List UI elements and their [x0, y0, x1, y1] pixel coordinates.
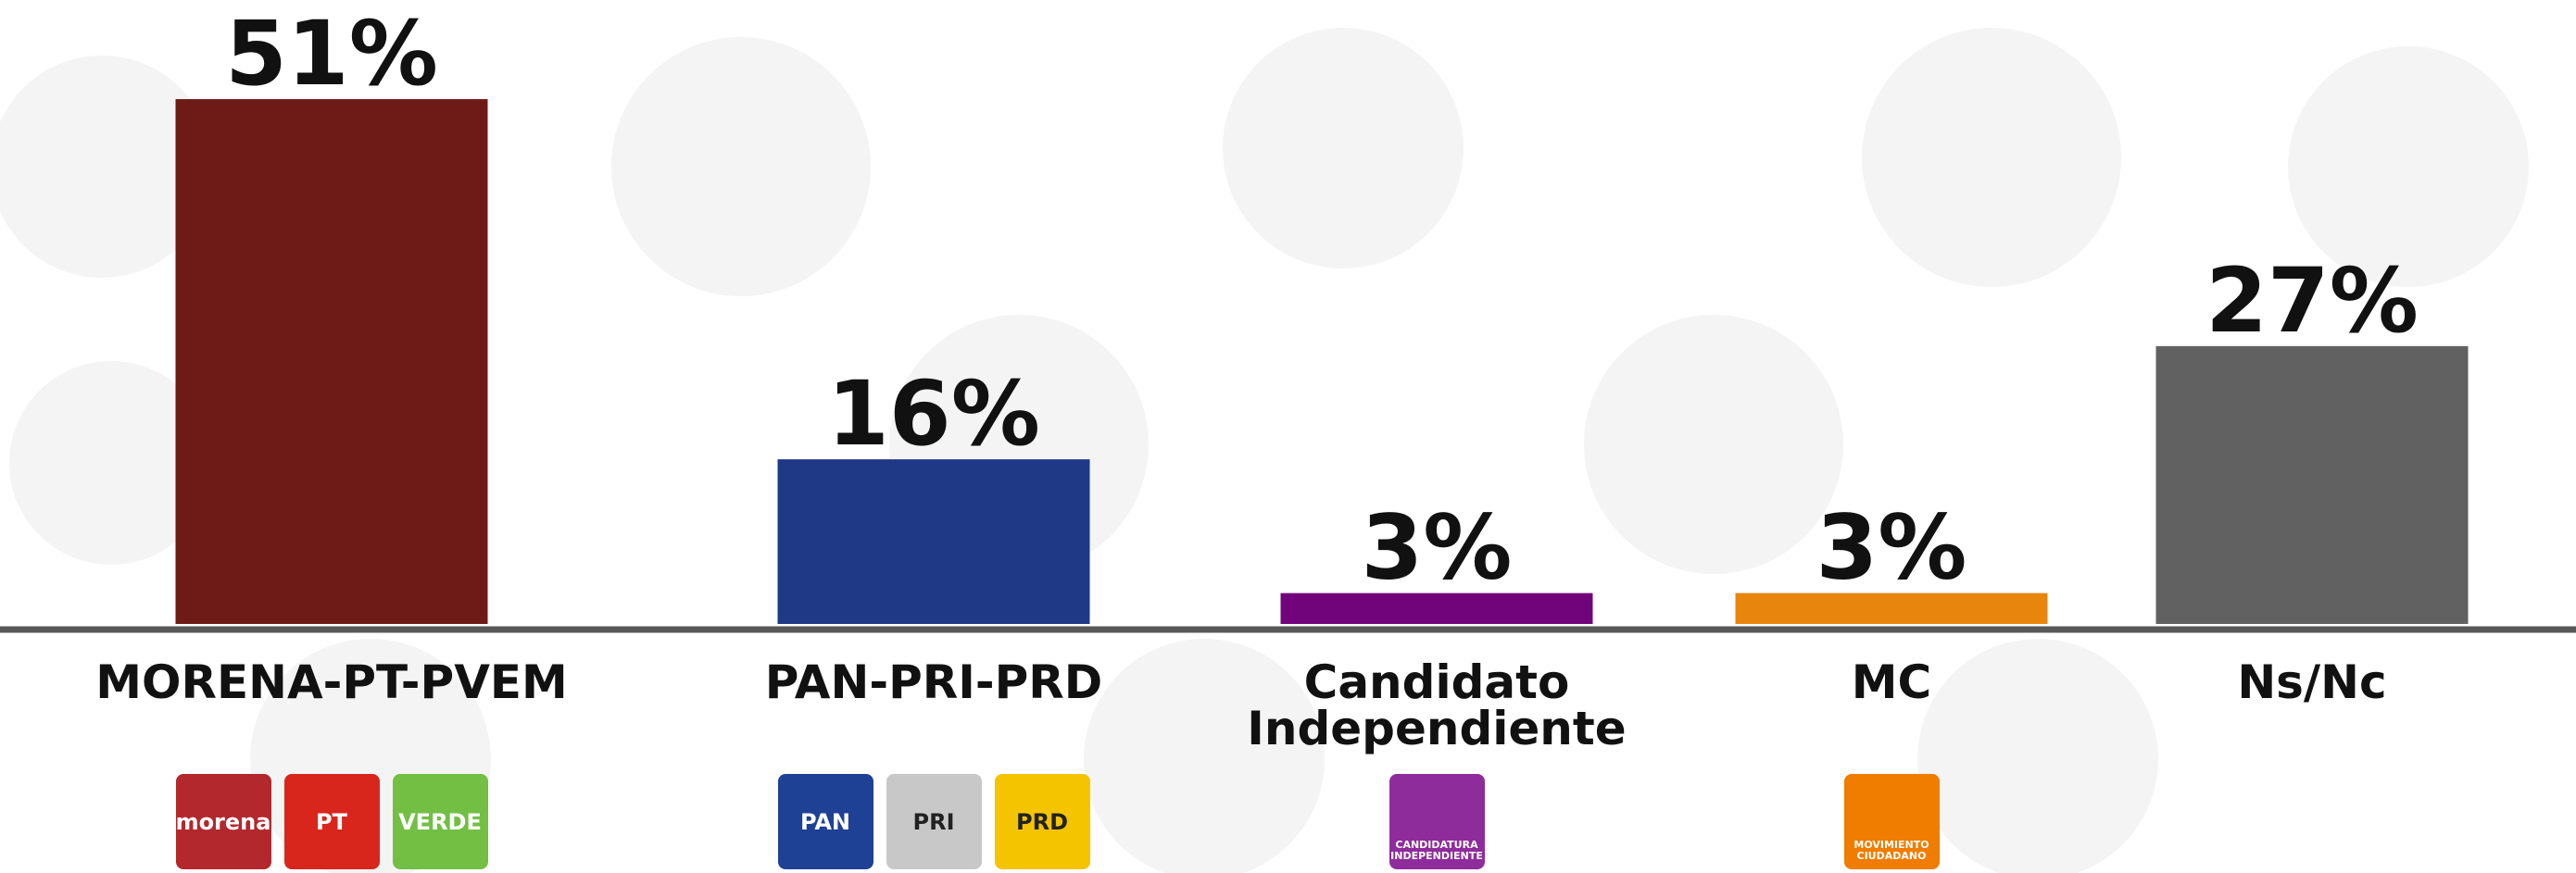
logo-row: CANDIDATURA INDEPENDIENTE — [1159, 774, 1715, 869]
logo-row: MOVIMIENTO CIUDADANO — [1614, 774, 2169, 869]
party-logo: PAN — [777, 774, 873, 869]
party-logo: VERDE — [392, 774, 488, 869]
bar — [1735, 592, 2048, 624]
bar — [2155, 345, 2469, 624]
party-logo: morena — [175, 774, 271, 869]
party-logo: CANDIDATURA INDEPENDIENTE — [1389, 774, 1485, 869]
value-label: 51% — [225, 2, 438, 106]
category-label: MC — [1851, 655, 1932, 709]
value-label: 27% — [2205, 249, 2419, 353]
logo-row: PAN PRI PRD — [656, 774, 1212, 869]
party-logo: PT — [283, 774, 380, 869]
value-label: 3% — [1816, 496, 1967, 600]
category-label: Candidato Independiente — [1247, 655, 1627, 755]
bar — [1280, 592, 1593, 624]
party-logo: PRI — [886, 774, 982, 869]
logo-row: morena PT VERDE — [54, 774, 609, 869]
party-logo: MOVIMIENTO CIUDADANO — [1843, 774, 1940, 869]
bar — [175, 99, 488, 625]
bar — [777, 459, 1090, 624]
value-label: 3% — [1362, 496, 1513, 600]
category-label: MORENA-PT-PVEM — [95, 655, 568, 709]
party-logo: PRD — [994, 774, 1090, 869]
category-label: PAN-PRI-PRD — [764, 655, 1103, 709]
category-label: Ns/Nc — [2237, 655, 2387, 709]
value-label: 16% — [827, 362, 1040, 466]
